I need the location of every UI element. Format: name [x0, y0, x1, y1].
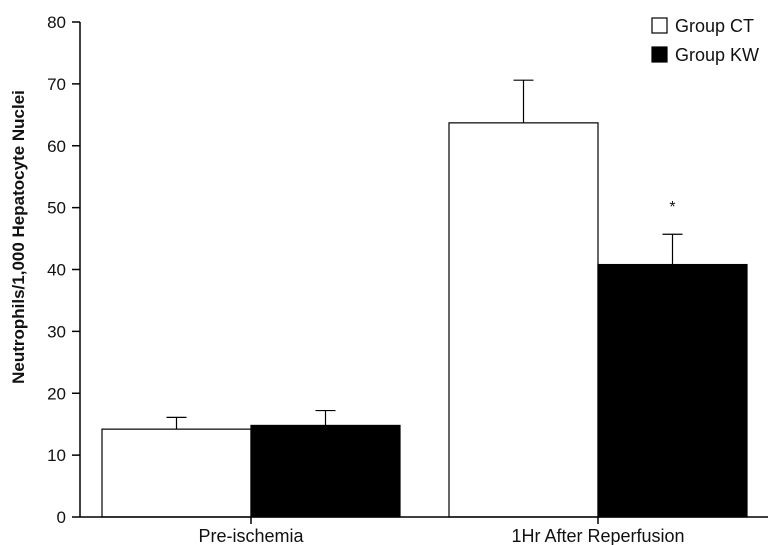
y-tick-label-70: 70	[47, 75, 66, 94]
y-tick-label-20: 20	[47, 384, 66, 403]
legend-swatch-0	[651, 17, 668, 34]
y-axis-label: Neutrophils/1,000 Hepatocyte Nuclei	[9, 90, 28, 384]
bar-0-1	[250, 424, 401, 518]
y-tick-label-0: 0	[57, 508, 66, 527]
legend: Group CT Group KW	[651, 16, 759, 65]
category-label-1: 1Hr After Reperfusion	[511, 526, 684, 545]
error-bars-group	[166, 79, 683, 430]
legend-swatch-1	[651, 46, 668, 63]
category-labels: Pre-ischemia 1Hr After Reperfusion	[198, 517, 685, 545]
legend-label-1: Group KW	[675, 45, 759, 65]
y-tick-label-30: 30	[47, 322, 66, 341]
bars-group	[101, 122, 748, 518]
legend-label-0: Group CT	[675, 16, 754, 36]
annotations-group: *	[669, 199, 675, 216]
y-axis-ticks: 0 10 20 30 40 50 60 70 80	[47, 13, 80, 527]
y-tick-label-40: 40	[47, 261, 66, 280]
bar-1-1	[597, 263, 748, 518]
y-tick-label-80: 80	[47, 13, 66, 32]
category-label-0: Pre-ischemia	[198, 526, 304, 545]
significance-marker: *	[669, 199, 675, 216]
y-tick-label-50: 50	[47, 199, 66, 218]
y-tick-label-10: 10	[47, 446, 66, 465]
bar-0-0	[101, 428, 252, 518]
y-tick-label-60: 60	[47, 137, 66, 156]
bar-1-0	[448, 122, 599, 518]
